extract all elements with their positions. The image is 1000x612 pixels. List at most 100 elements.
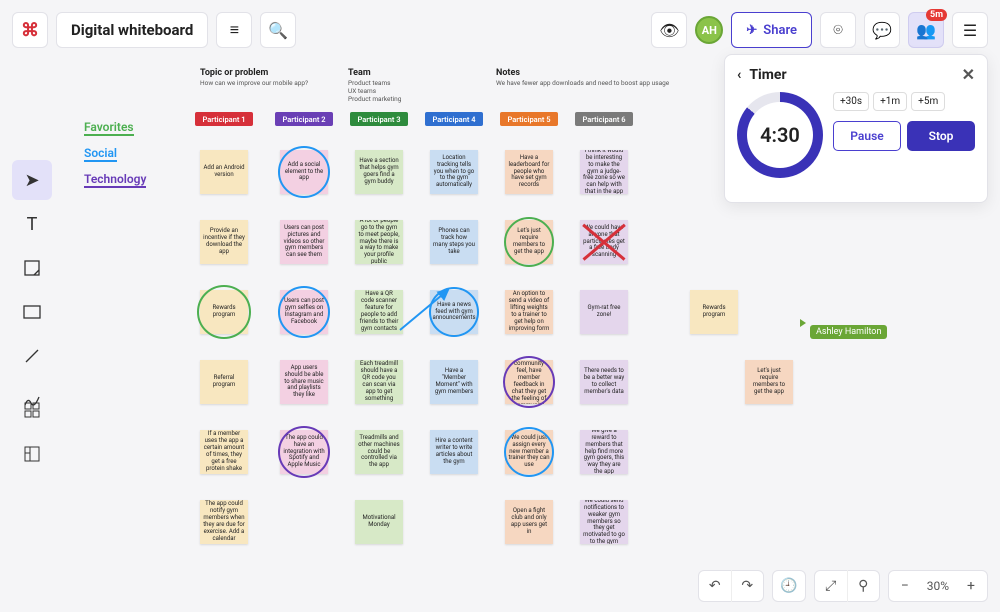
filter-social[interactable]: Social: [84, 146, 117, 162]
participant-header: Participant 6: [575, 112, 633, 126]
frames-tool[interactable]: [12, 434, 52, 474]
list-button[interactable]: ☰: [952, 12, 988, 48]
shape-tool[interactable]: [12, 292, 52, 332]
column-topic: Topic or problem How can we improve our …: [200, 68, 308, 88]
pin-icon: ⚲: [858, 578, 868, 594]
sticky-note[interactable]: Add an Android version: [200, 150, 248, 194]
sticky-note[interactable]: Rewards program: [200, 290, 248, 334]
sticky-icon: [23, 259, 41, 277]
board-title[interactable]: Digital whiteboard: [56, 12, 208, 48]
zoom-out-button[interactable]: −: [889, 570, 921, 602]
plus-icon: +: [967, 578, 975, 594]
chip-30s[interactable]: +30s: [833, 92, 869, 111]
filter-favorites[interactable]: Favorites: [84, 120, 134, 136]
sticky-note[interactable]: Rewards program: [690, 290, 738, 334]
sticky-note[interactable]: Have a section that helps gym goers find…: [355, 150, 403, 194]
pause-button[interactable]: Pause: [833, 121, 901, 151]
sticky-note[interactable]: I think it would be interesting to make …: [580, 150, 628, 194]
layout-palette: [12, 390, 52, 474]
chip-1m[interactable]: +1m: [873, 92, 907, 111]
remote-cursor-name: Ashley Hamilton: [810, 325, 887, 339]
line-tool[interactable]: [12, 336, 52, 376]
sticky-note[interactable]: Gym-rat free zone!: [580, 290, 628, 334]
sticky-note[interactable]: Motivational Monday: [355, 500, 403, 544]
zoom-label: 30%: [921, 579, 955, 593]
panel-icon: [23, 445, 41, 463]
sticky-note[interactable]: Have a QR code scanner feature for peopl…: [355, 290, 403, 334]
sticky-note[interactable]: Have a news feed with gym announcements: [430, 290, 478, 334]
sticky-note[interactable]: We could have anyone that participates g…: [580, 220, 628, 264]
share-button[interactable]: ✈Share: [731, 12, 812, 48]
sticky-note[interactable]: If a member uses the app a certain amoun…: [200, 430, 248, 474]
send-icon: ✈: [746, 23, 757, 38]
sticky-note[interactable]: Have a "Member Moment" with gym members: [430, 360, 478, 404]
sticky-note[interactable]: We could just assign every new member a …: [505, 430, 553, 474]
collaborators-button[interactable]: 👥 5m: [908, 12, 944, 48]
history-button[interactable]: 🕘: [773, 570, 805, 602]
collaborators-badge: 5m: [926, 9, 947, 21]
sticky-note[interactable]: Have a leaderboard for people who have s…: [505, 150, 553, 194]
sticky-note[interactable]: We give a reward to members that help fi…: [580, 430, 628, 474]
filter-tags: Favorites Social Technology: [84, 118, 146, 196]
column-notes-sub: We have fewer app downloads and need to …: [496, 80, 669, 88]
zoom-in-button[interactable]: +: [955, 570, 987, 602]
sticky-note[interactable]: Each treadmill should have a QR code you…: [355, 360, 403, 404]
sticky-note[interactable]: Treadmills and other machines could be c…: [355, 430, 403, 474]
redo-icon: ↷: [741, 578, 753, 594]
chevron-left-icon[interactable]: ‹: [737, 67, 741, 83]
column-notes-label: Notes: [496, 68, 520, 78]
chat-button[interactable]: 💬: [864, 12, 900, 48]
sticky-note[interactable]: An option to send a video of lifting wei…: [505, 290, 553, 334]
menu-button[interactable]: ≡: [216, 12, 252, 48]
participant-header: Participant 3: [350, 112, 408, 126]
locate-button[interactable]: ⚲: [847, 570, 879, 602]
search-button[interactable]: 🔍: [260, 12, 296, 48]
sticky-note[interactable]: A lot of people go to the gym to meet pe…: [355, 220, 403, 264]
sticky-note[interactable]: Phones can track how many steps you take: [430, 220, 478, 264]
eye-icon: 👁: [659, 21, 679, 40]
sticky-note[interactable]: We could send notifications to weaker gy…: [580, 500, 628, 544]
sticky-note[interactable]: Users can post pictures and videos so ot…: [280, 220, 328, 264]
hamburger-icon: ≡: [230, 20, 239, 40]
undo-button[interactable]: ↶: [699, 570, 731, 602]
expand-icon: ⤢: [825, 578, 836, 594]
timer-panel: ‹ Timer ✕ 4:30 +30s +1m +5m Pause Stop: [724, 54, 988, 203]
text-tool[interactable]: T: [12, 204, 52, 244]
sticky-note[interactable]: Provide an incentive if they download th…: [200, 220, 248, 264]
sticky-note[interactable]: Let's just require members to get the ap…: [505, 220, 553, 264]
participant-header: Participant 1: [195, 112, 253, 126]
sticky-note[interactable]: Location tracking tells you when to go t…: [430, 150, 478, 194]
sticky-note[interactable]: There needs to be a better way to collec…: [580, 360, 628, 404]
sticky-note[interactable]: Users can post gym selfies on Instagram …: [280, 290, 328, 334]
stop-button[interactable]: Stop: [907, 121, 975, 151]
grid-icon: [23, 401, 41, 419]
participant-header: Participant 4: [425, 112, 483, 126]
timer-dial: 4:30: [737, 92, 823, 178]
sticky-note[interactable]: App users should be able to share music …: [280, 360, 328, 404]
user-avatar[interactable]: AH: [695, 16, 723, 44]
filter-technology[interactable]: Technology: [84, 172, 146, 188]
chip-5m[interactable]: +5m: [911, 92, 945, 111]
select-tool[interactable]: ➤: [12, 160, 52, 200]
column-team: Team Product teams UX teams Product mark…: [348, 68, 401, 103]
sticky-tool[interactable]: [12, 248, 52, 288]
sticky-note[interactable]: The app could notify gym members when th…: [200, 500, 248, 544]
text-icon: T: [27, 214, 38, 235]
grid-tool[interactable]: [12, 390, 52, 430]
sticky-note[interactable]: The app could have an integration with S…: [280, 430, 328, 474]
sticky-note[interactable]: Hire a content writer to write articles …: [430, 430, 478, 474]
cursor-icon: ➤: [24, 170, 39, 191]
sticky-note[interactable]: Add a social element to the app: [280, 150, 328, 194]
sticky-note[interactable]: Referral program: [200, 360, 248, 404]
close-icon[interactable]: ✕: [962, 65, 975, 84]
redo-button[interactable]: ↷: [731, 570, 763, 602]
fit-button[interactable]: ⤢: [815, 570, 847, 602]
visibility-button[interactable]: 👁: [651, 12, 687, 48]
sticky-note[interactable]: Create a community feel, have member fee…: [505, 360, 553, 404]
remote-cursor-icon: [800, 319, 806, 327]
sticky-note[interactable]: Let's just require members to get the ap…: [745, 360, 793, 404]
users-icon: 👥: [916, 21, 936, 40]
rectangle-icon: [23, 305, 41, 319]
sticky-note[interactable]: Open a fight club and only app users get…: [505, 500, 553, 544]
comments-button[interactable]: ⌾: [820, 12, 856, 48]
